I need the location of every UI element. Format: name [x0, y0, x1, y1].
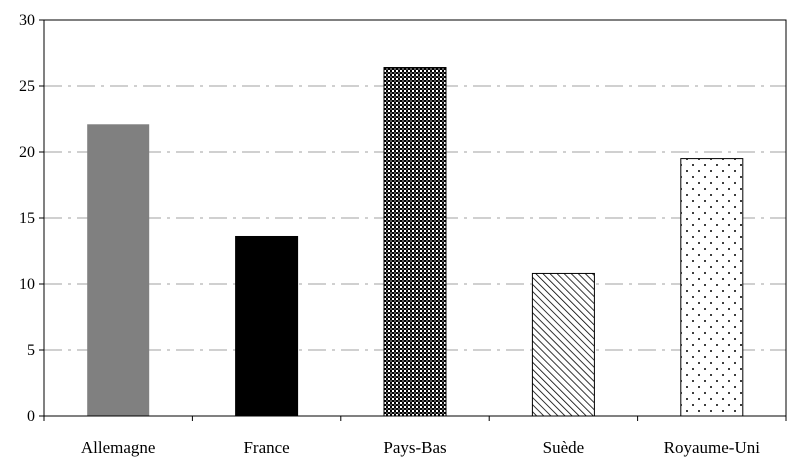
y-tick-label: 25 [19, 78, 35, 95]
y-tick-label: 30 [19, 12, 35, 29]
y-tick-label: 5 [27, 342, 35, 359]
bars [87, 67, 744, 417]
axes [39, 19, 787, 421]
x-category-label: France [243, 438, 289, 457]
bar-france [235, 235, 299, 417]
bar-allemagne [87, 124, 150, 416]
y-tick-label: 20 [19, 144, 35, 161]
y-tick-label: 15 [19, 210, 35, 227]
bar-pays-bas [383, 67, 447, 417]
labels: 0 5 10 15 20 25 30 Allemagne France Pays-Bas Suède… [19, 12, 760, 457]
x-category-label: Suède [543, 438, 585, 457]
x-category-label: Allemagne [81, 438, 156, 457]
y-tick-label: 0 [27, 408, 35, 425]
x-category-label: Royaume-Uni [664, 438, 761, 457]
y-tick-label: 10 [19, 276, 35, 293]
bar-royaume-uni [680, 158, 744, 417]
bar-su-de [531, 272, 595, 417]
x-category-label: Pays-Bas [383, 438, 446, 457]
